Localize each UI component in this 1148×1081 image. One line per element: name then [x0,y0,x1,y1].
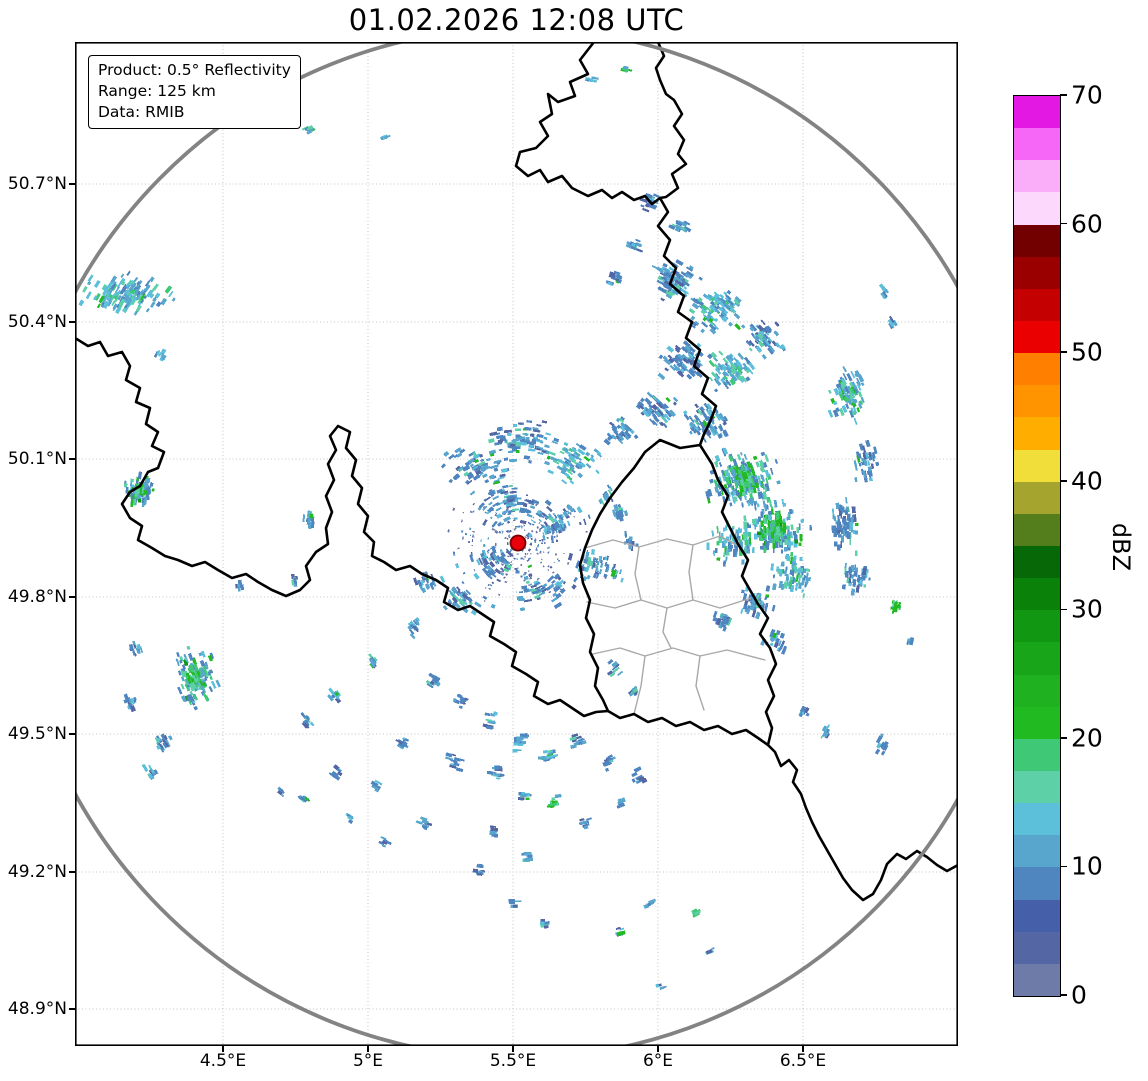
colorbar-segment [1014,353,1060,386]
gridlines [75,42,958,1046]
colorbar-segment [1014,738,1060,771]
x-tick-label: 6°E [642,1051,674,1071]
x-tick-label: 5°E [352,1051,384,1071]
colorbar-tick-label: 50 [1071,337,1103,367]
y-tickmark [69,871,75,873]
colorbar-tickmark [1060,351,1067,353]
colorbar [1013,95,1061,997]
colorbar-tickmark [1060,994,1067,996]
colorbar-segment [1014,513,1060,546]
colorbar-segment [1014,160,1060,193]
y-tickmark [69,321,75,323]
colorbar-tickmark [1060,865,1067,868]
colorbar-segment [1014,899,1060,932]
colorbar-segment [1014,288,1060,321]
colorbar-tickmark [1060,94,1067,96]
x-tickmark [512,1046,514,1052]
colorbar-tick-label: 10 [1071,851,1103,881]
colorbar-segment [1014,256,1060,289]
colorbar-tick-label: 40 [1071,466,1103,496]
plot-title: 01.02.2026 12:08 UTC [348,3,685,37]
radar-plot [75,42,958,1046]
colorbar-segment [1014,449,1060,482]
radar-echoes [78,65,915,991]
radar-location-dot [509,534,527,552]
colorbar-segment [1014,835,1060,868]
y-tick-label: 49.2°N [7,862,67,882]
plot-frame [75,42,958,1046]
colorbar-segment [1014,96,1060,129]
info-line-range: Range: 125 km [98,81,216,100]
colorbar-segment [1014,706,1060,739]
colorbar-tickmark [1060,222,1067,225]
y-tick-label: 50.1°N [7,449,67,469]
colorbar-segment [1014,385,1060,418]
x-tickmark [802,1046,804,1052]
colorbar-segment [1014,128,1060,161]
colorbar-segment [1014,931,1060,964]
colorbar-tick-label: 20 [1071,723,1103,753]
y-tick-label: 48.9°N [7,999,67,1019]
colorbar-segment [1014,803,1060,836]
colorbar-tick-label: 0 [1071,980,1087,1010]
x-tick-label: 5.5°E [489,1051,537,1071]
colorbar-segment [1014,224,1060,257]
radar-plot-canvas [75,42,958,1046]
colorbar-segment [1014,674,1060,707]
colorbar-segment [1014,578,1060,611]
country-borders [75,42,958,902]
y-tick-label: 50.7°N [7,174,67,194]
y-tickmark [69,596,75,598]
colorbar-tick-label: 60 [1071,209,1103,239]
info-line-data: Data: RMIB [98,102,185,121]
colorbar-tick-label: 70 [1071,80,1103,110]
district-borders [584,535,766,715]
colorbar-segment [1014,963,1060,996]
info-line-product: Product: 0.5° Reflectivity [98,61,291,79]
colorbar-tickmark [1060,608,1067,611]
y-tickmark [69,183,75,185]
colorbar-segment [1014,770,1060,804]
colorbar-tick-label: 30 [1071,594,1103,624]
y-tickmark [69,458,75,460]
colorbar-axis-label: dBZ [1107,522,1135,572]
product-info-box: Product: 0.5° Reflectivity Range: 125 km… [88,55,301,129]
colorbar-segment [1014,545,1060,579]
y-tick-label: 49.5°N [7,724,67,744]
colorbar-segment [1014,320,1060,354]
colorbar-tickmark [1060,737,1067,739]
colorbar-segment [1014,417,1060,450]
colorbar-segment [1014,867,1060,900]
y-tickmark [69,733,75,735]
x-tickmark [367,1046,369,1052]
x-tickmark [222,1046,224,1052]
colorbar-segment [1014,642,1060,675]
colorbar-tickmark [1060,480,1067,482]
x-tick-label: 4.5°E [199,1051,247,1071]
y-tickmark [69,1008,75,1010]
y-tick-label: 49.8°N [7,587,67,607]
x-tickmark [657,1046,659,1052]
x-tick-label: 6.5°E [779,1051,827,1071]
colorbar-segment [1014,610,1060,643]
colorbar-segment [1014,192,1060,225]
y-tick-label: 50.4°N [7,312,67,332]
colorbar-segment [1014,481,1060,514]
